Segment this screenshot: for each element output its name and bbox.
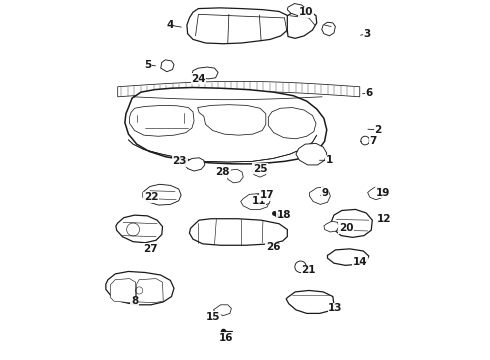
Polygon shape [129,105,194,136]
Polygon shape [287,10,317,39]
Polygon shape [254,193,271,206]
Text: 22: 22 [144,192,158,202]
Text: 1: 1 [326,155,333,165]
Text: 12: 12 [377,214,392,224]
Text: 7: 7 [369,136,377,145]
Polygon shape [197,105,266,135]
Text: 15: 15 [206,312,220,322]
Text: 21: 21 [301,265,316,275]
Text: 9: 9 [321,188,328,198]
Polygon shape [327,249,368,265]
Text: 2: 2 [374,125,381,135]
Polygon shape [214,305,231,316]
Polygon shape [296,143,327,165]
Text: 26: 26 [266,242,280,252]
Text: 24: 24 [191,74,206,84]
Text: 17: 17 [260,190,274,200]
Text: 19: 19 [376,188,390,198]
Polygon shape [228,169,243,183]
Polygon shape [287,4,306,16]
Polygon shape [310,187,330,204]
Text: 28: 28 [216,167,230,177]
Text: 23: 23 [172,156,187,166]
Text: 6: 6 [365,88,372,98]
Polygon shape [187,8,290,44]
Text: 20: 20 [339,224,353,233]
Polygon shape [106,271,174,305]
Text: 5: 5 [144,59,151,69]
Polygon shape [252,166,267,177]
Polygon shape [368,187,383,200]
Polygon shape [322,22,335,36]
Text: 3: 3 [363,29,370,39]
Polygon shape [137,279,163,303]
Text: 11: 11 [251,196,266,206]
Polygon shape [161,60,174,72]
Text: 25: 25 [253,163,268,174]
Text: 14: 14 [352,257,367,267]
Polygon shape [241,194,270,210]
Polygon shape [269,108,316,139]
Text: 4: 4 [166,20,173,30]
Polygon shape [143,184,181,205]
Text: 13: 13 [328,303,343,314]
Polygon shape [331,210,372,237]
Polygon shape [324,221,339,232]
Polygon shape [190,219,287,245]
Polygon shape [118,81,360,97]
Polygon shape [116,215,163,243]
Text: 27: 27 [143,244,157,254]
Polygon shape [286,291,334,314]
Text: 18: 18 [276,210,291,220]
Polygon shape [192,67,218,79]
Polygon shape [111,279,136,303]
Text: 16: 16 [219,333,234,343]
Polygon shape [185,158,205,171]
Text: 8: 8 [131,296,138,306]
Text: 10: 10 [299,7,313,17]
Polygon shape [125,87,327,164]
